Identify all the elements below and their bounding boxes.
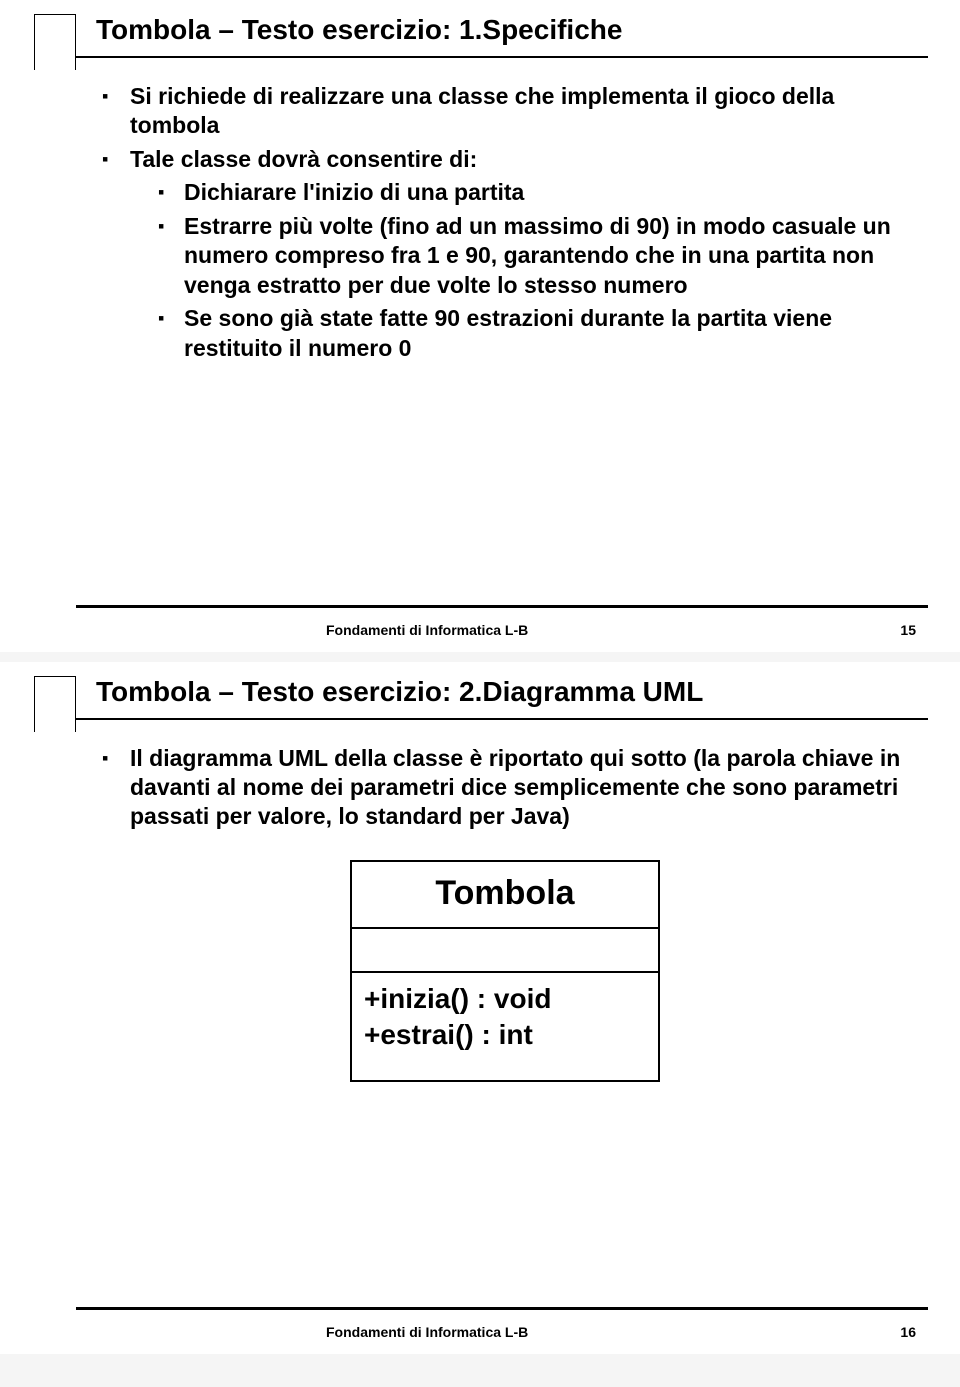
bullet-text: Se sono già state fatte 90 estrazioni du… — [184, 304, 908, 363]
bullet-level1: ▪ Si richiede di realizzare una classe c… — [102, 82, 908, 141]
bullet-level1: ▪ Tale classe dovrà consentire di: — [102, 145, 908, 174]
bullet-text: Tale classe dovrà consentire di: — [130, 145, 908, 174]
footer-page-number: 15 — [900, 622, 916, 638]
title-divider — [76, 56, 928, 58]
bullet-marker-icon: ▪ — [102, 744, 130, 830]
bullet-marker-icon: ▪ — [102, 145, 130, 174]
title-divider — [76, 718, 928, 720]
uml-class-name: Tombola — [352, 862, 658, 929]
slide-2: Tombola – Testo esercizio: 2.Diagramma U… — [0, 662, 960, 1354]
bullet-text: Estrarre più volte (fino ad un massimo d… — [184, 212, 908, 300]
bullet-marker-icon: ▪ — [102, 82, 130, 141]
slide-footer: Fondamenti di Informatica L-B 16 — [76, 1310, 928, 1350]
uml-attributes-section — [352, 929, 658, 973]
slide-title: Tombola – Testo esercizio: 1.Specifiche — [96, 14, 928, 46]
uml-class-diagram: Tombola +inizia() : void +estrai() : int — [350, 860, 660, 1081]
slide-footer: Fondamenti di Informatica L-B 15 — [76, 608, 928, 648]
uml-methods-section: +inizia() : void +estrai() : int — [352, 973, 658, 1080]
bullet-level1: ▪ Il diagramma UML della classe è riport… — [102, 744, 908, 830]
slide-tab-decoration — [34, 14, 76, 70]
uml-method: +estrai() : int — [364, 1017, 648, 1053]
uml-method: +inizia() : void — [364, 981, 648, 1017]
bullet-text: Si richiede di realizzare una classe che… — [130, 82, 908, 141]
slide-title-box: Tombola – Testo esercizio: 2.Diagramma U… — [76, 670, 928, 716]
slide-tab-decoration — [34, 676, 76, 732]
slide-1: Tombola – Testo esercizio: 1.Specifiche … — [0, 0, 960, 652]
bullet-marker-icon: ▪ — [158, 212, 184, 300]
bullet-marker-icon: ▪ — [158, 304, 184, 363]
bullet-level2: ▪ Se sono già state fatte 90 estrazioni … — [158, 304, 908, 363]
slide-content: ▪ Il diagramma UML della classe è riport… — [102, 744, 908, 1082]
footer-page-number: 16 — [900, 1324, 916, 1340]
slide-title-box: Tombola – Testo esercizio: 1.Specifiche — [76, 8, 928, 54]
bullet-text: Dichiarare l'inizio di una partita — [184, 178, 908, 207]
bullet-text: Il diagramma UML della classe è riportat… — [130, 744, 908, 830]
bullet-level2: ▪ Dichiarare l'inizio di una partita — [158, 178, 908, 207]
slide-title: Tombola – Testo esercizio: 2.Diagramma U… — [96, 676, 928, 708]
bullet-level2: ▪ Estrarre più volte (fino ad un massimo… — [158, 212, 908, 300]
slide-content: ▪ Si richiede di realizzare una classe c… — [102, 82, 908, 367]
footer-course: Fondamenti di Informatica L-B — [76, 1324, 528, 1340]
bullet-marker-icon: ▪ — [158, 178, 184, 207]
footer-course: Fondamenti di Informatica L-B — [76, 622, 528, 638]
